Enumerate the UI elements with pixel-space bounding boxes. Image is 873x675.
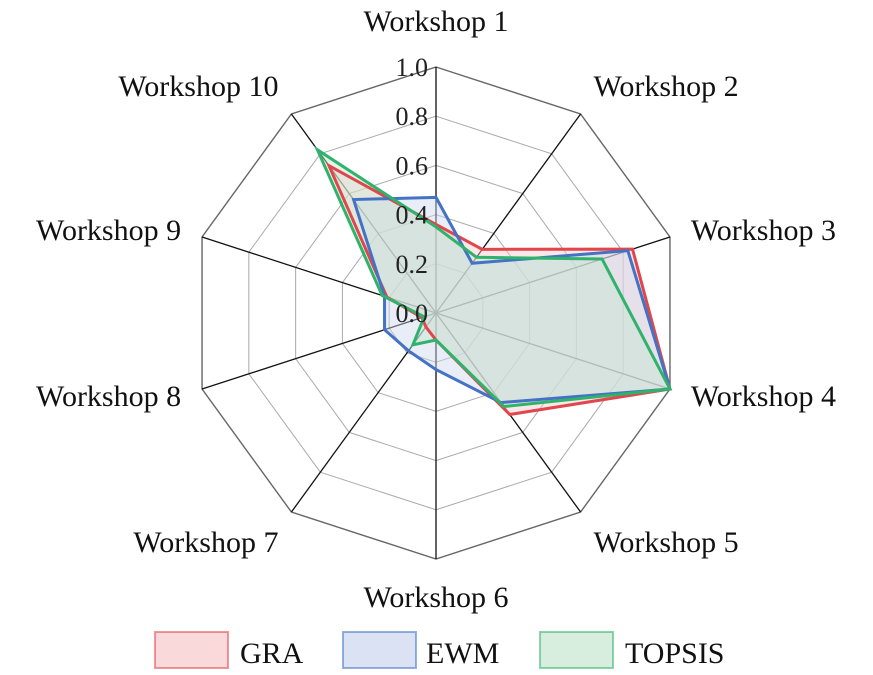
series-area-ewm	[353, 197, 670, 403]
tick-label: 1.0	[396, 53, 429, 82]
series-line-topsis	[314, 145, 673, 409]
tick-label: 0.2	[396, 250, 429, 279]
legend-swatch-topsis	[539, 631, 614, 669]
axis-spoke	[201, 236, 437, 314]
tick-label: 0.8	[396, 102, 429, 131]
axis-spoke	[435, 113, 582, 314]
axis-label-workshop-3: Workshop 3	[691, 214, 836, 247]
axis-label-workshop-2: Workshop 2	[594, 70, 739, 103]
legend-label-ewm: EWM	[426, 637, 499, 670]
tick-label: 0.4	[396, 201, 429, 230]
axis-labels: Workshop 1 Workshop 2 Workshop 3 Workshop 4…	[36, 5, 836, 614]
axis-spoke	[201, 312, 437, 390]
tick-label: 0.0	[396, 299, 429, 328]
axis-label-workshop-7: Workshop 7	[133, 526, 278, 559]
radial-ticks: 0.0 0.2 0.4 0.6 0.8 1.0	[396, 53, 429, 328]
tick-label: 0.6	[396, 151, 429, 180]
series-area-topsis	[317, 149, 670, 407]
axis-spoke	[435, 312, 671, 390]
axis-label-workshop-5: Workshop 5	[594, 526, 739, 559]
axis-label-workshop-8: Workshop 8	[36, 380, 181, 413]
axis-label-workshop-10: Workshop 10	[118, 70, 278, 103]
series-area-gra	[328, 165, 670, 415]
legend-label-gra: GRA	[240, 637, 304, 670]
axis-label-workshop-6: Workshop 6	[363, 581, 508, 614]
legend-label-topsis: TOPSIS	[625, 637, 725, 670]
axis-label-workshop-4: Workshop 4	[691, 380, 836, 413]
radar-series	[314, 145, 673, 417]
legend-swatch-gra	[154, 631, 229, 669]
axis-label-workshop-9: Workshop 9	[36, 214, 181, 247]
series-line-ewm	[351, 195, 672, 405]
legend-swatch-ewm	[342, 631, 417, 669]
axis-label-workshop-1: Workshop 1	[363, 5, 508, 38]
legend: GRA EWM TOPSIS	[154, 631, 725, 670]
